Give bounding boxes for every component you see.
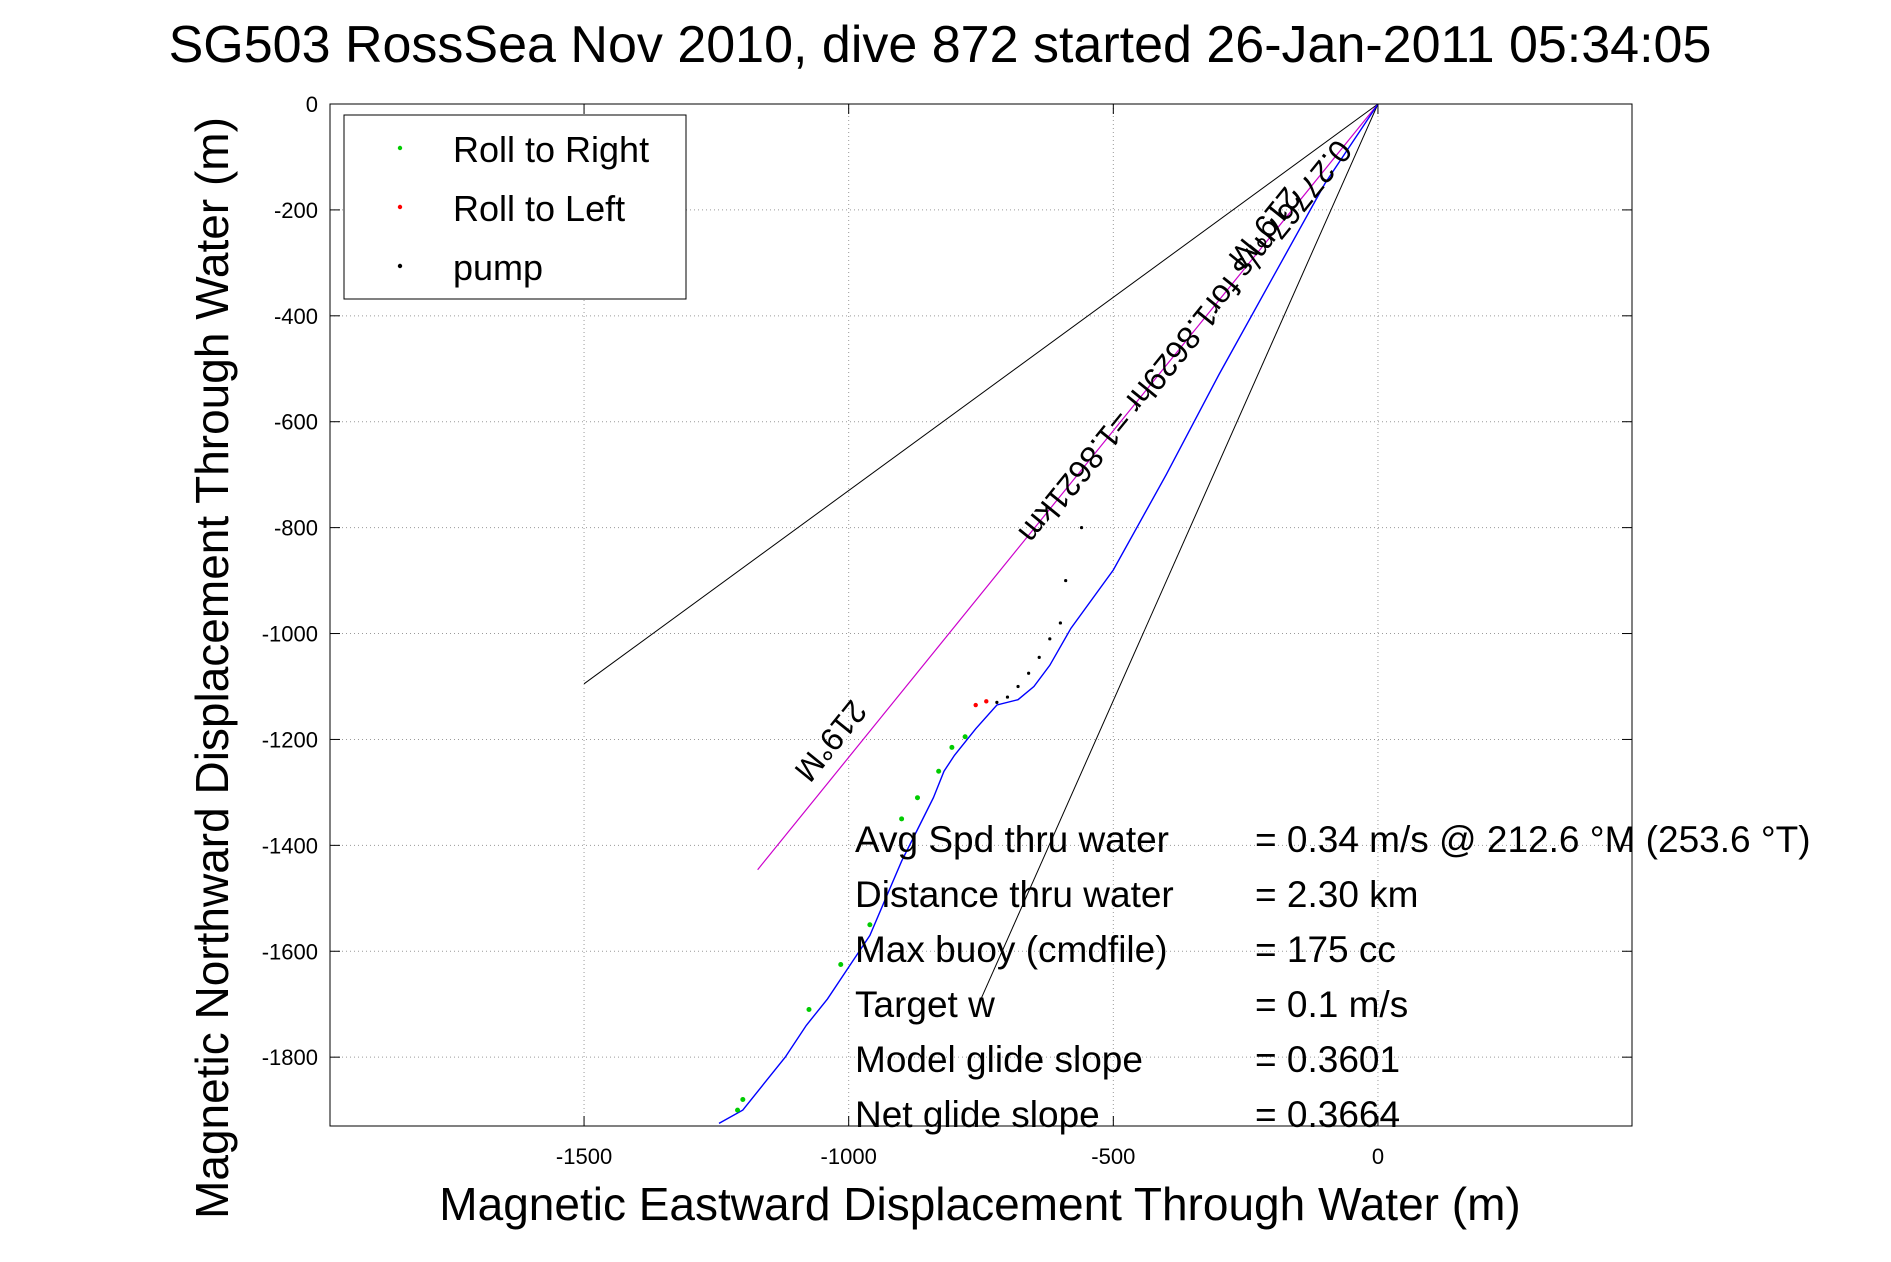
y-tick-label: -1600 (262, 939, 318, 964)
pump-point (1048, 637, 1052, 641)
marker-layer (735, 526, 1084, 1113)
pump-point (1005, 695, 1010, 699)
annotation-value: = 0.3601 (1255, 1039, 1400, 1080)
pump-point (1058, 621, 1062, 625)
cone-line (583, 103, 1379, 685)
annotation-label: Model glide slope (855, 1039, 1143, 1080)
y-tick-label: -800 (274, 516, 318, 541)
y-tick-label: -1400 (262, 833, 318, 858)
roll-right-point (806, 1007, 812, 1013)
y-tick-label: -1000 (262, 622, 318, 647)
chart-title: SG503 RossSea Nov 2010, dive 872 started… (169, 16, 1712, 74)
legend-marker (397, 204, 403, 210)
roll-left-point (984, 699, 989, 704)
legend-label: Roll to Right (453, 129, 649, 170)
pump-point (995, 700, 999, 704)
roll-right-point (949, 744, 955, 750)
annotation-label: Target w (855, 984, 995, 1025)
annotation-label: Net glide slope (855, 1094, 1100, 1135)
legend-marker (397, 145, 403, 151)
y-tick-label: -1200 (262, 727, 318, 752)
roll-left-point (973, 702, 978, 708)
annotation-value: = 2.30 km (1255, 874, 1419, 915)
pump-point (1016, 684, 1020, 689)
roll-right-point (838, 961, 844, 967)
legend-marker (397, 263, 403, 269)
annotation-label: Distance thru water (855, 874, 1174, 915)
y-tick-label: -400 (274, 304, 318, 329)
annotation-label: Max buoy (cmdfile) (855, 929, 1168, 970)
reference-lines (583, 103, 1379, 1000)
roll-right-point (936, 768, 942, 774)
pump-point (1064, 578, 1068, 583)
track-line (718, 103, 1379, 1125)
cone-line (980, 103, 1379, 1000)
annotation-value: = 175 cc (1255, 929, 1396, 970)
x-tick-label: -1000 (821, 1144, 877, 1169)
axes-box (329, 103, 1633, 1127)
roll-right-point (735, 1107, 741, 1113)
x-axis-label: Magnetic Eastward Displacement Through W… (439, 1178, 1520, 1230)
heading-line (757, 103, 1379, 871)
roll-right-point (899, 816, 905, 822)
legend-label: Roll to Left (453, 188, 625, 229)
y-tick-label: -600 (274, 410, 318, 435)
annotation-block: Avg Spd thru water = 0.34 m/s @ 212.6 °M … (855, 819, 1811, 1135)
x-tick-label: -500 (1091, 1144, 1135, 1169)
track-layer (718, 103, 1379, 1125)
x-tick-label: -1500 (556, 1144, 612, 1169)
x-tick-label: 0 (1372, 1144, 1384, 1169)
y-tick-label: -200 (274, 198, 318, 223)
legend-label: pump (453, 247, 543, 288)
annotation-value: = 0.1 m/s (1255, 984, 1408, 1025)
annotation-value: = 0.3664 (1255, 1094, 1400, 1135)
y-tick-label: 0 (306, 92, 318, 117)
pump-point (1027, 671, 1031, 675)
legend: Roll to Right Roll to Left pump (343, 114, 687, 300)
roll-right-point (962, 734, 968, 740)
annotation-label: Avg Spd thru water (855, 819, 1169, 860)
pump-point (1037, 655, 1041, 659)
y-axis-label: Magnetic Northward Displacement Through … (186, 117, 238, 1219)
y-tick-label: -1800 (262, 1045, 318, 1070)
ticks: -1500 -1000 -500 0 0 -200 -400 -600 -800 -1000 -12… (262, 92, 1632, 1169)
roll-right-point (740, 1097, 746, 1103)
roll-right-point (867, 922, 873, 928)
roll-right-point (914, 795, 920, 801)
pump-point (1079, 526, 1084, 530)
annotation-value: = 0.34 m/s @ 212.6 °M (253.6 °T) (1255, 819, 1811, 860)
